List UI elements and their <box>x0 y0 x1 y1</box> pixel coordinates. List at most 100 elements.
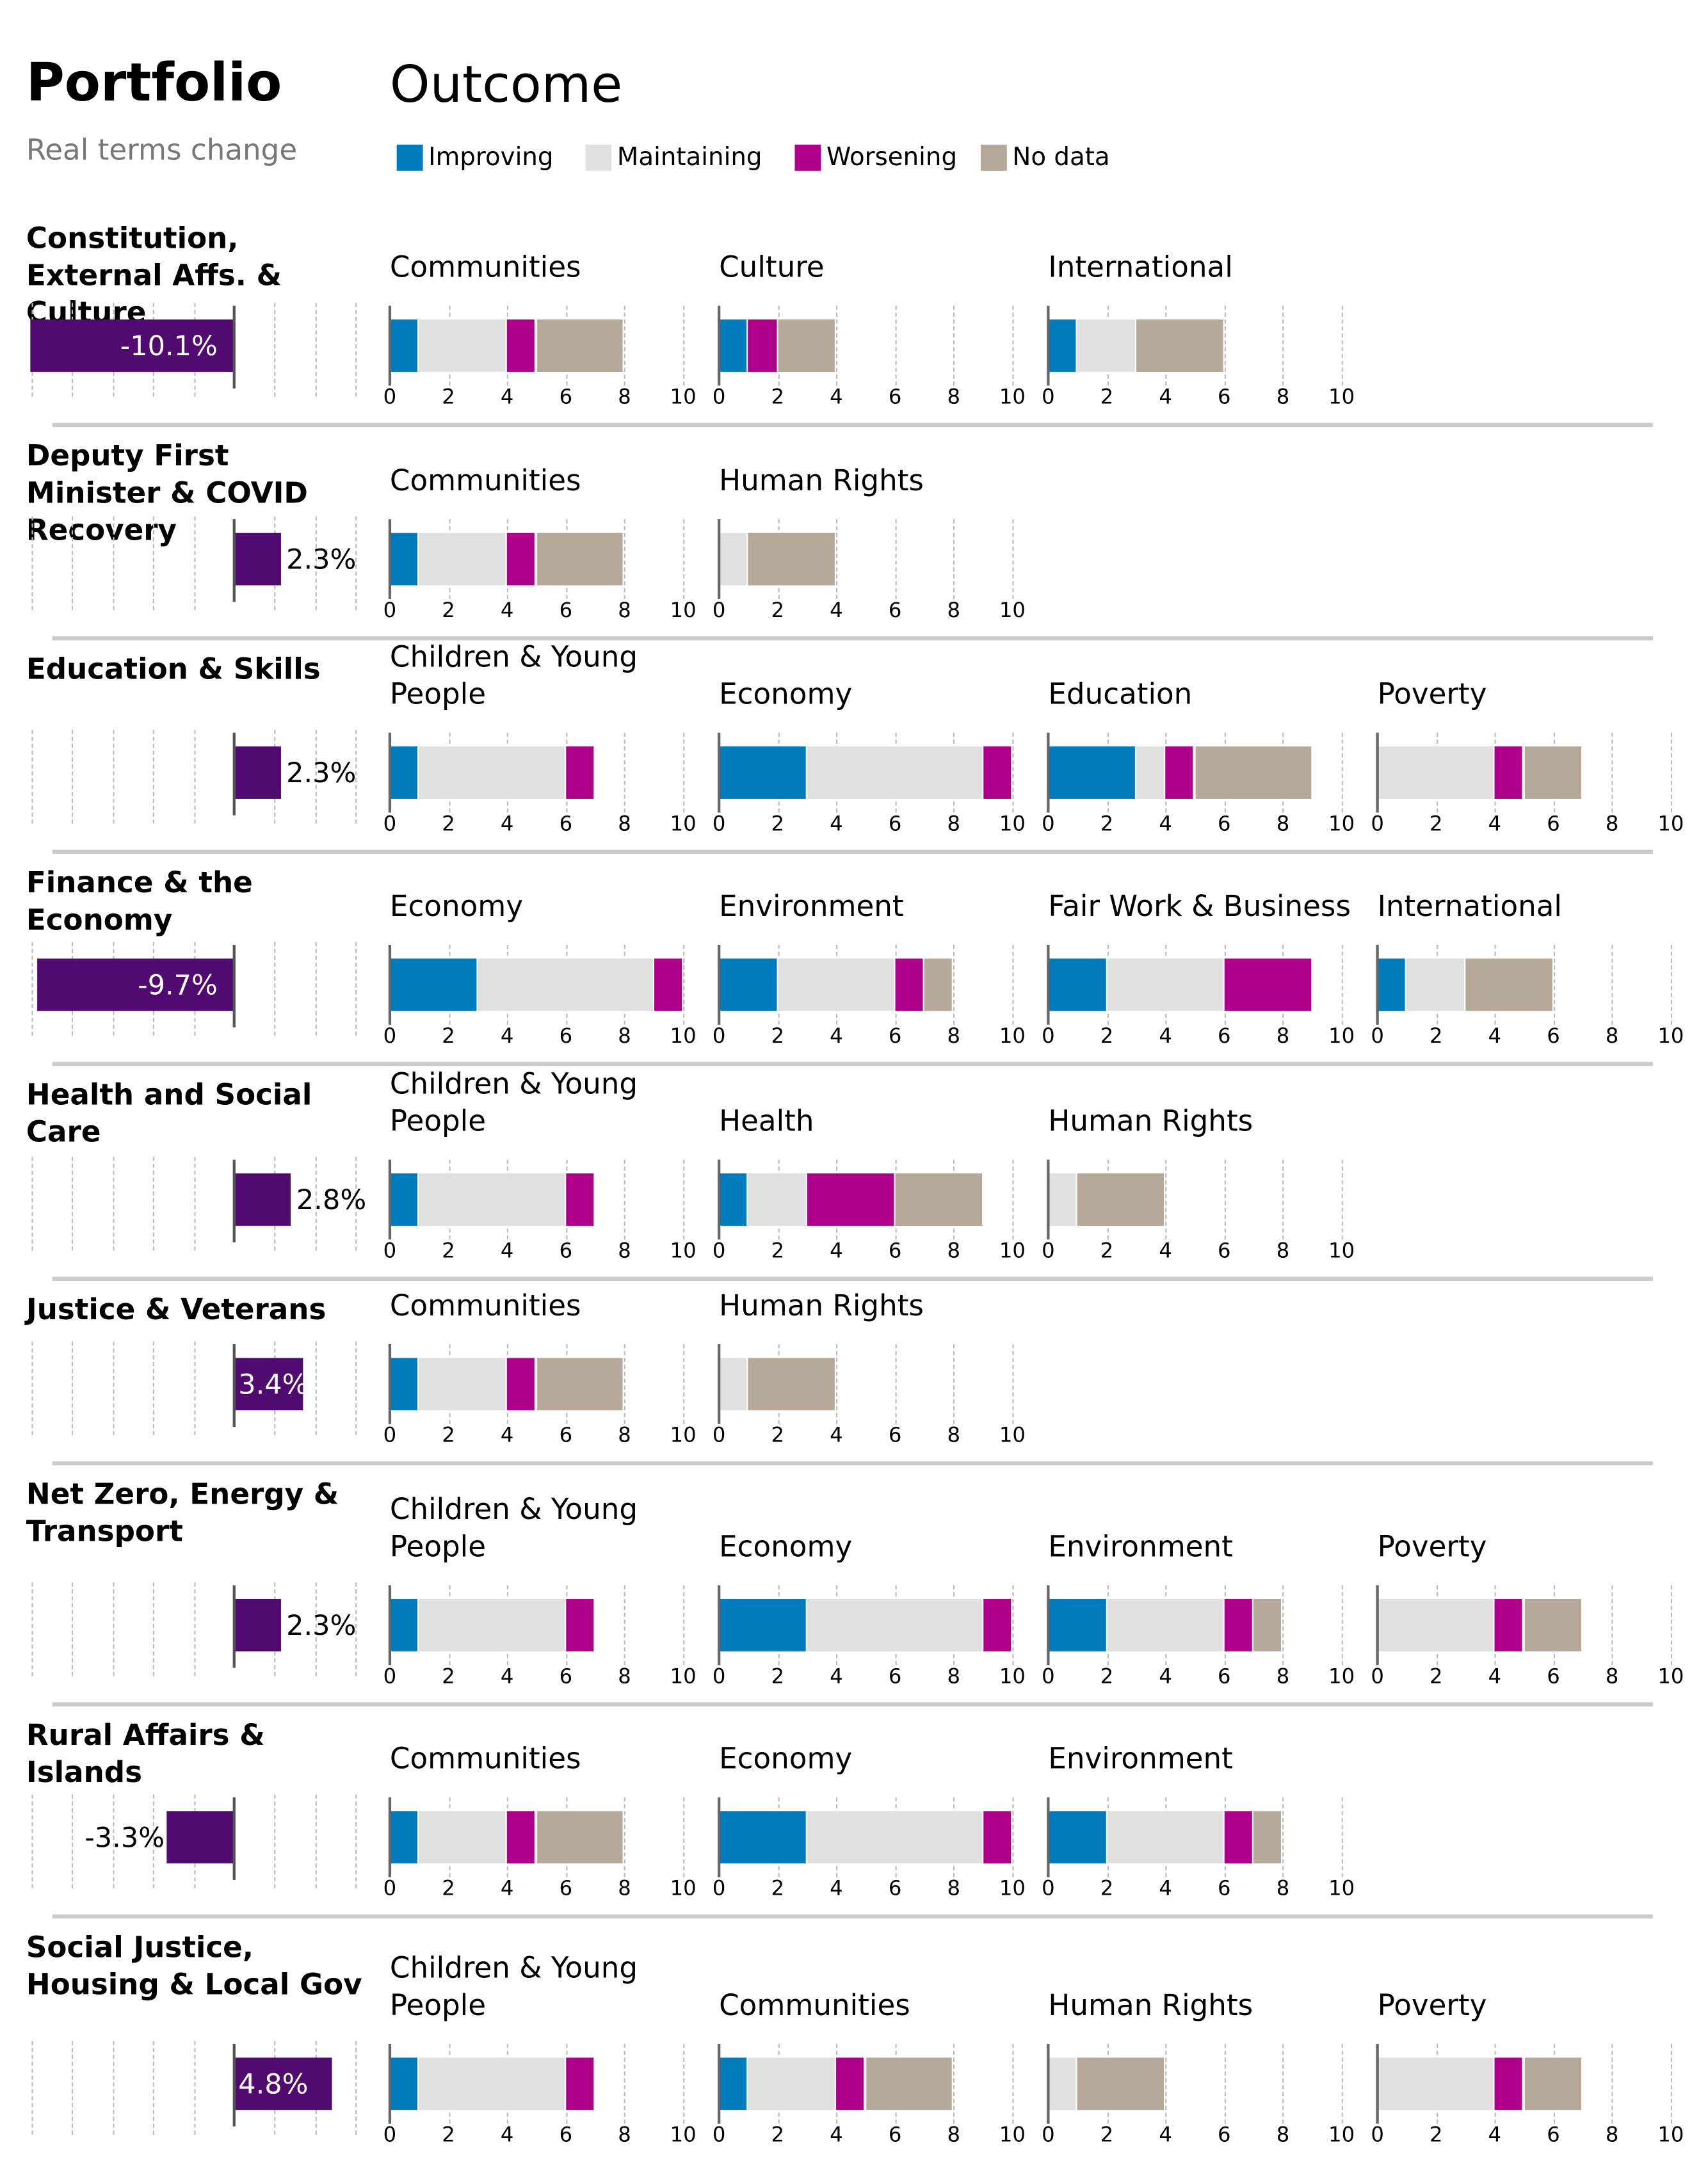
legend-item-maintaining: Maintaining <box>585 143 762 172</box>
bar-segment-improving <box>719 1173 748 1226</box>
portfolio-gridline <box>315 942 317 1036</box>
bar-segment-worsening <box>1494 1599 1524 1651</box>
outcome-gridline <box>895 1344 897 1424</box>
x-tick-label: 8 <box>1276 1876 1290 1901</box>
outcome-gridline <box>895 305 897 386</box>
outcome-zero-line <box>1047 1159 1049 1240</box>
portfolio-heading: Portfolio <box>26 52 282 113</box>
x-tick-label: 0 <box>1042 1876 1055 1901</box>
x-tick-label: 8 <box>947 1422 961 1448</box>
portfolio-name: Finance & the Economy <box>26 866 253 937</box>
portfolio-gridline <box>355 2041 357 2135</box>
x-tick-label: 4 <box>830 811 843 837</box>
portfolio-gridline <box>112 516 115 611</box>
portfolio-gridline <box>315 1794 317 1888</box>
x-tick-label: 2 <box>771 1422 785 1448</box>
x-tick-label: 4 <box>500 597 514 623</box>
x-tick-label: 0 <box>383 2122 397 2148</box>
legend-label: Worsening <box>826 143 958 172</box>
portfolio-zero-line <box>232 2043 236 2127</box>
outcome-gridline <box>1670 1585 1673 1666</box>
outcome-gridline <box>624 519 626 599</box>
portfolio-gridline <box>275 1794 277 1888</box>
x-tick-label: 0 <box>383 597 397 623</box>
x-tick-label: 2 <box>1429 1023 1443 1048</box>
portfolio-name: Health and Social Care <box>26 1078 312 1149</box>
portfolio-gridline <box>275 303 277 397</box>
outcome-title: Economy <box>719 1742 853 1776</box>
x-tick-label: 8 <box>1276 2122 1290 2148</box>
x-tick-label: 4 <box>830 2122 843 2148</box>
portfolio-change-label: -9.7% <box>138 968 218 1002</box>
portfolio-gridline <box>153 1582 155 1676</box>
x-tick-label: 8 <box>1605 1664 1619 1689</box>
x-tick-label: 10 <box>670 384 697 410</box>
outcome-gridline <box>1012 1159 1014 1240</box>
x-tick-label: 6 <box>1218 1238 1231 1264</box>
outcome-gridline <box>624 1585 626 1666</box>
portfolio-zero-line <box>232 1159 236 1242</box>
outcome-gridline <box>683 1344 685 1424</box>
x-tick-label: 4 <box>1159 384 1172 410</box>
outcome-gridline <box>953 519 955 599</box>
bar-segment-improving <box>719 746 807 799</box>
outcome-gridline <box>683 732 685 813</box>
outcome-title: Human Rights <box>1048 1104 1253 1138</box>
x-tick-label: 2 <box>442 811 455 837</box>
portfolio-gridline <box>31 1794 33 1888</box>
outcome-gridline <box>1165 2043 1167 2124</box>
x-tick-label: 4 <box>1159 1876 1172 1901</box>
legend-swatch <box>794 144 821 171</box>
outcome-gridline <box>1670 944 1673 1025</box>
x-tick-label: 2 <box>442 2122 455 2148</box>
outcome-zero-line <box>717 944 720 1025</box>
outcome-title: Economy <box>719 1530 853 1564</box>
x-tick-label: 2 <box>771 384 785 410</box>
bar-segment-maintaining <box>1107 958 1225 1011</box>
outcome-gridline <box>1341 305 1343 386</box>
outcome-gridline <box>1224 305 1226 386</box>
outcome-gridline <box>1341 1797 1343 1877</box>
portfolio-gridline <box>193 1341 195 1435</box>
x-tick-label: 0 <box>712 1238 726 1264</box>
outcome-gridline <box>1012 2043 1014 2124</box>
outcome-title: Poverty <box>1377 1530 1487 1564</box>
x-tick-label: 0 <box>712 1876 726 1901</box>
row-divider <box>52 1914 1653 1919</box>
x-tick-label: 10 <box>670 2122 697 2148</box>
bar-segment-maintaining <box>719 1358 748 1411</box>
outcome-title: Education <box>1048 677 1193 711</box>
x-tick-label: 10 <box>999 1023 1026 1048</box>
outcome-gridline <box>1341 944 1343 1025</box>
bar-segment-worsening <box>507 533 537 586</box>
x-tick-label: 8 <box>947 2122 961 2148</box>
x-tick-label: 6 <box>888 1238 902 1264</box>
x-tick-label: 10 <box>999 1664 1026 1689</box>
x-tick-label: 2 <box>1100 384 1114 410</box>
bar-segment-worsening <box>1224 1811 1254 1864</box>
x-tick-label: 0 <box>383 1876 397 1901</box>
outcome-zero-line <box>1047 1797 1049 1877</box>
bar-segment-no-data <box>777 319 837 372</box>
x-tick-label: 2 <box>771 2122 785 2148</box>
portfolio-gridline <box>31 2041 33 2135</box>
portfolio-name: Social Justice, Housing & Local Gov <box>26 1931 362 2002</box>
x-tick-label: 0 <box>383 811 397 837</box>
bar-segment-maintaining <box>419 1599 566 1651</box>
outcome-gridline <box>953 1344 955 1424</box>
x-tick-label: 4 <box>830 1238 843 1264</box>
x-tick-label: 4 <box>1159 1664 1172 1689</box>
portfolio-gridline <box>315 303 317 397</box>
bar-segment-no-data <box>895 1173 983 1226</box>
x-tick-label: 0 <box>1371 1023 1384 1048</box>
portfolio-gridline <box>355 303 357 397</box>
bar-segment-worsening <box>983 1811 1013 1864</box>
portfolio-gridline <box>315 516 317 611</box>
x-tick-label: 8 <box>947 1876 961 1901</box>
outcome-gridline <box>1282 2043 1285 2124</box>
outcome-title: Communities <box>389 1289 581 1322</box>
bar-segment-maintaining <box>748 2057 837 2110</box>
x-tick-label: 0 <box>1042 2122 1055 2148</box>
x-tick-label: 6 <box>888 597 902 623</box>
